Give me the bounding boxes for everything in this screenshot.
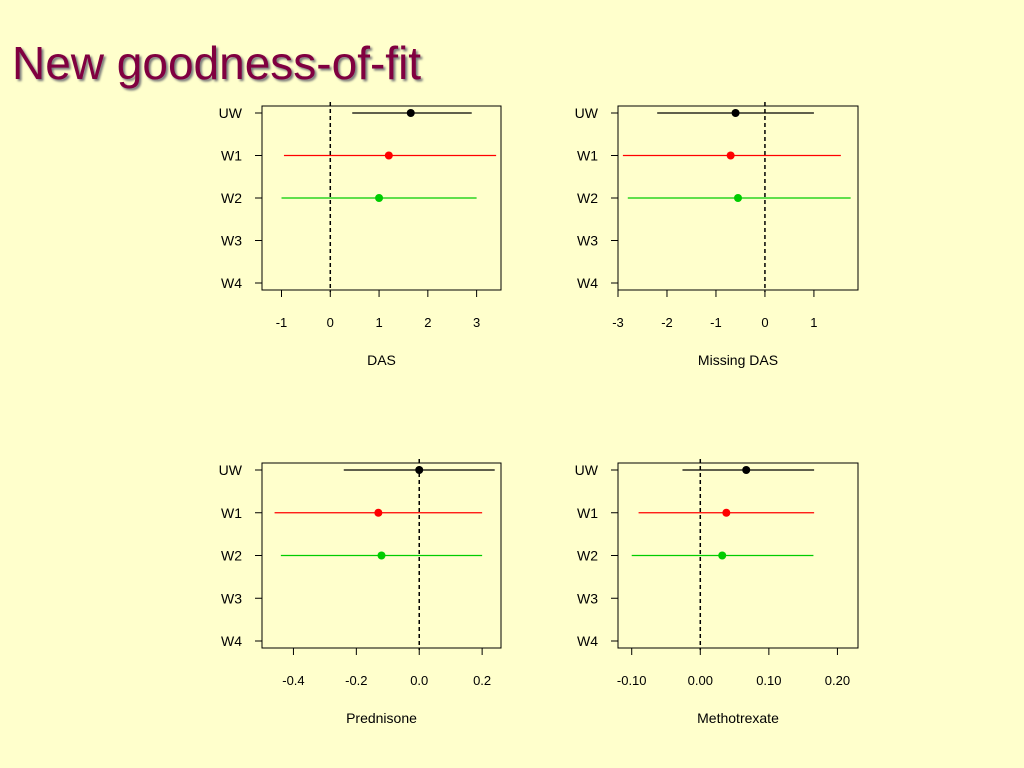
category-label: W1 bbox=[221, 505, 242, 521]
x-tick-label: 1 bbox=[375, 315, 382, 330]
point-w2 bbox=[375, 194, 384, 202]
x-tick-label: -0.4 bbox=[282, 673, 304, 688]
x-tick-label: -1 bbox=[710, 315, 722, 330]
category-label: W4 bbox=[221, 275, 242, 291]
x-axis-title: Missing DAS bbox=[698, 352, 778, 368]
x-tick-label: -0.10 bbox=[617, 673, 647, 688]
category-label: UW bbox=[219, 462, 243, 478]
x-tick-label: 1 bbox=[810, 315, 817, 330]
category-label: W2 bbox=[221, 548, 242, 564]
x-tick-label: 0.2 bbox=[473, 673, 491, 688]
point-uw bbox=[731, 109, 740, 117]
forest-plot-1: UW W1 W2 W3 W4 -3 -2 -1 0 1 Missing DAS bbox=[575, 102, 859, 368]
x-tick-label: -0.2 bbox=[345, 673, 367, 688]
category-label: W3 bbox=[577, 590, 598, 606]
category-label: W2 bbox=[221, 190, 242, 206]
category-label: W4 bbox=[577, 275, 598, 291]
forest-plot-3: UW W1 W2 W3 W4 -0.10 0.00 0.10 0.20 Methotrexate bbox=[575, 459, 859, 726]
category-label: W2 bbox=[577, 190, 598, 206]
x-axis-title: DAS bbox=[367, 352, 396, 368]
category-label: W1 bbox=[221, 148, 242, 164]
point-w1 bbox=[722, 508, 731, 517]
x-tick-label: 0.00 bbox=[688, 673, 713, 688]
slide-title: New goodness-of-fit bbox=[12, 37, 422, 89]
category-label: W4 bbox=[577, 633, 598, 649]
x-tick-label: -3 bbox=[612, 315, 624, 330]
category-label: W1 bbox=[577, 505, 598, 521]
x-tick-label: -2 bbox=[661, 315, 673, 330]
forest-plot-0: UW W1 W2 W3 W4 -1 0 1 2 3 DAS bbox=[219, 102, 502, 368]
category-label: W4 bbox=[221, 633, 242, 649]
x-tick-label: 0 bbox=[761, 315, 768, 330]
category-label: UW bbox=[575, 105, 599, 121]
point-uw bbox=[406, 109, 415, 117]
point-w2 bbox=[718, 551, 727, 560]
x-tick-label: 0 bbox=[327, 315, 334, 330]
point-w2 bbox=[377, 551, 386, 560]
category-label: W3 bbox=[577, 233, 598, 249]
forest-plot-2: UW W1 W2 W3 W4 -0.4 -0.2 0.0 0.2 Prednisone bbox=[219, 459, 502, 726]
x-tick-label: 0.10 bbox=[756, 673, 781, 688]
point-w2 bbox=[734, 194, 742, 202]
category-label: W3 bbox=[221, 590, 242, 606]
category-label: UW bbox=[219, 105, 243, 121]
category-label: UW bbox=[575, 462, 599, 478]
x-axis-title: Methotrexate bbox=[697, 710, 779, 726]
category-label: W2 bbox=[577, 548, 598, 564]
point-uw bbox=[415, 466, 424, 474]
x-tick-label: 0.20 bbox=[825, 673, 850, 688]
point-w1 bbox=[374, 508, 383, 517]
x-tick-label: 3 bbox=[473, 315, 480, 330]
x-tick-label: 2 bbox=[424, 315, 431, 330]
x-tick-label: 0.0 bbox=[410, 673, 428, 688]
point-uw bbox=[742, 466, 751, 474]
category-label: W3 bbox=[221, 233, 242, 249]
point-w1 bbox=[726, 151, 735, 160]
category-label: W1 bbox=[577, 148, 598, 164]
x-tick-label: -1 bbox=[276, 315, 288, 330]
point-w1 bbox=[384, 151, 393, 160]
x-axis-title: Prednisone bbox=[346, 710, 417, 726]
